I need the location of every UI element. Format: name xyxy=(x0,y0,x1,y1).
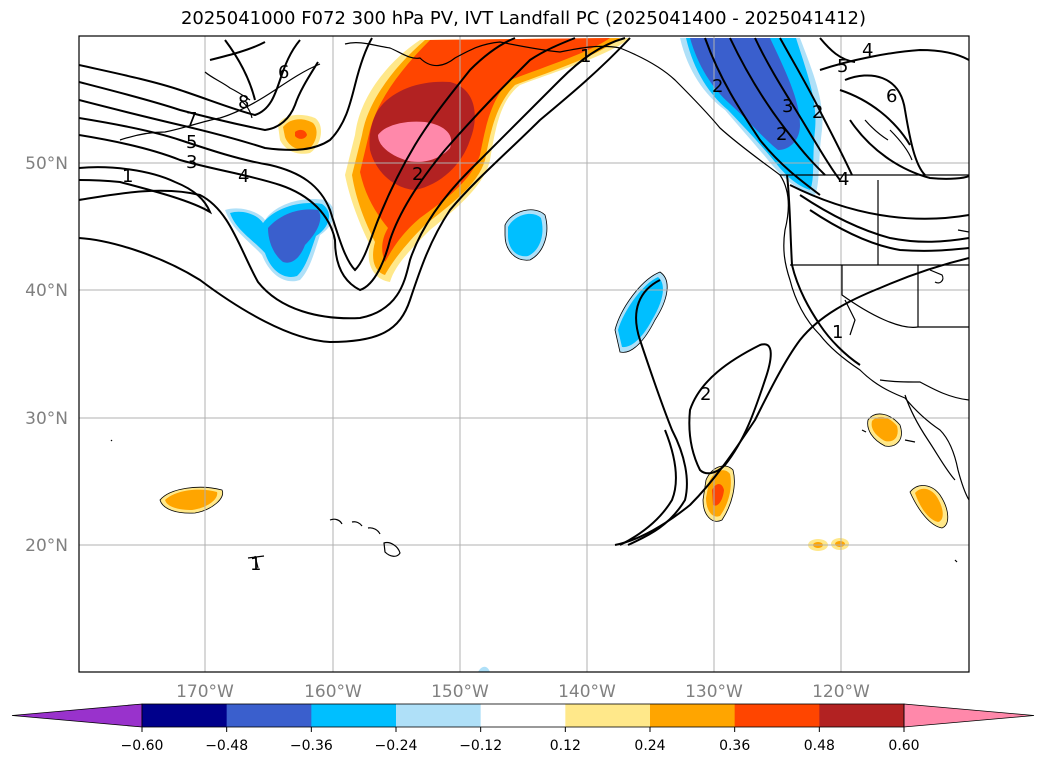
lat-label: 30°N xyxy=(25,409,68,429)
gridlines xyxy=(79,36,969,672)
colorbar-tick-label: 0.36 xyxy=(719,738,750,754)
contour-label: 2 xyxy=(712,76,723,97)
contour-label: 3 xyxy=(782,96,793,117)
colorbar-tick-label: 0.24 xyxy=(634,738,665,754)
contour-labels: 1 2 3 4 5 6 7 8 1 2 4 5 6 1 2 2 1 3 2 4 xyxy=(122,40,897,575)
pv-contours xyxy=(79,37,969,546)
colorbar-segment xyxy=(734,704,820,727)
lon-label: 130°W xyxy=(685,682,743,702)
colorbar-segment xyxy=(226,704,312,727)
contour-label: 2 xyxy=(776,124,787,145)
contour-label: 3 xyxy=(186,152,197,173)
contour-label: 5 xyxy=(837,56,848,77)
contour-label: 2 xyxy=(812,102,823,123)
colorbar-segment xyxy=(142,704,228,727)
shading-outlines xyxy=(159,209,949,529)
contour-label: 4 xyxy=(838,169,849,190)
contour-label: 6 xyxy=(278,62,289,83)
colorbar-tick-label: −0.24 xyxy=(375,738,418,754)
map-title: 2025041000 F072 300 hPa PV, IVT Landfall… xyxy=(180,8,867,29)
colorbar-segment xyxy=(650,704,736,727)
contour-label: 6 xyxy=(886,86,897,107)
colorbar-ticks: −0.60 −0.48 −0.36 −0.24 −0.12 0.12 0.24 0.36 0.4… xyxy=(121,727,920,754)
colorbar-outline xyxy=(141,703,905,728)
contour-label: 1 xyxy=(122,166,133,187)
lat-label: 20°N xyxy=(25,536,68,556)
colorbar-extension-low xyxy=(11,703,143,728)
lat-label: 50°N xyxy=(25,154,68,174)
contour-label: 2 xyxy=(412,164,423,185)
latitude-labels: 50°N 40°N 30°N 20°N xyxy=(25,154,68,556)
contour-label: 1 xyxy=(580,46,591,67)
contour-label: 1 xyxy=(832,322,843,343)
longitude-labels: 170°W 160°W 150°W 140°W 130°W 120°W xyxy=(176,682,870,702)
colorbar-tick-label: 0.12 xyxy=(550,738,581,754)
map-area xyxy=(79,36,969,672)
contour-label: 4 xyxy=(862,40,873,61)
colorbar-tick-label: −0.60 xyxy=(121,738,164,754)
colorbar xyxy=(11,703,1035,728)
contour-label: 4 xyxy=(238,166,249,187)
colorbar-tick-label: −0.12 xyxy=(459,738,502,754)
colorbar-extension-high xyxy=(903,703,1035,728)
colorbar-segment xyxy=(396,704,482,727)
contour-label: 2 xyxy=(700,384,711,405)
contour-label: 8 xyxy=(238,92,249,113)
colorbar-segment xyxy=(480,704,566,727)
lon-label: 170°W xyxy=(176,682,234,702)
colorbar-tick-label: 0.48 xyxy=(804,738,835,754)
colorbar-segment xyxy=(311,704,397,727)
colorbar-segment xyxy=(819,704,905,727)
contour-label: 1 xyxy=(250,554,261,575)
lon-label: 160°W xyxy=(304,682,362,702)
colorbar-tick-label: −0.48 xyxy=(205,738,248,754)
lon-label: 120°W xyxy=(812,682,870,702)
colorbar-segment xyxy=(565,704,651,727)
lon-label: 140°W xyxy=(558,682,616,702)
map-frame xyxy=(78,35,970,673)
lon-label: 150°W xyxy=(431,682,489,702)
colorbar-tick-label: 0.60 xyxy=(888,738,919,754)
contour-label: 7 xyxy=(186,109,197,130)
lat-label: 40°N xyxy=(25,281,68,301)
colorbar-tick-label: −0.36 xyxy=(290,738,333,754)
contour-label: 5 xyxy=(186,132,197,153)
